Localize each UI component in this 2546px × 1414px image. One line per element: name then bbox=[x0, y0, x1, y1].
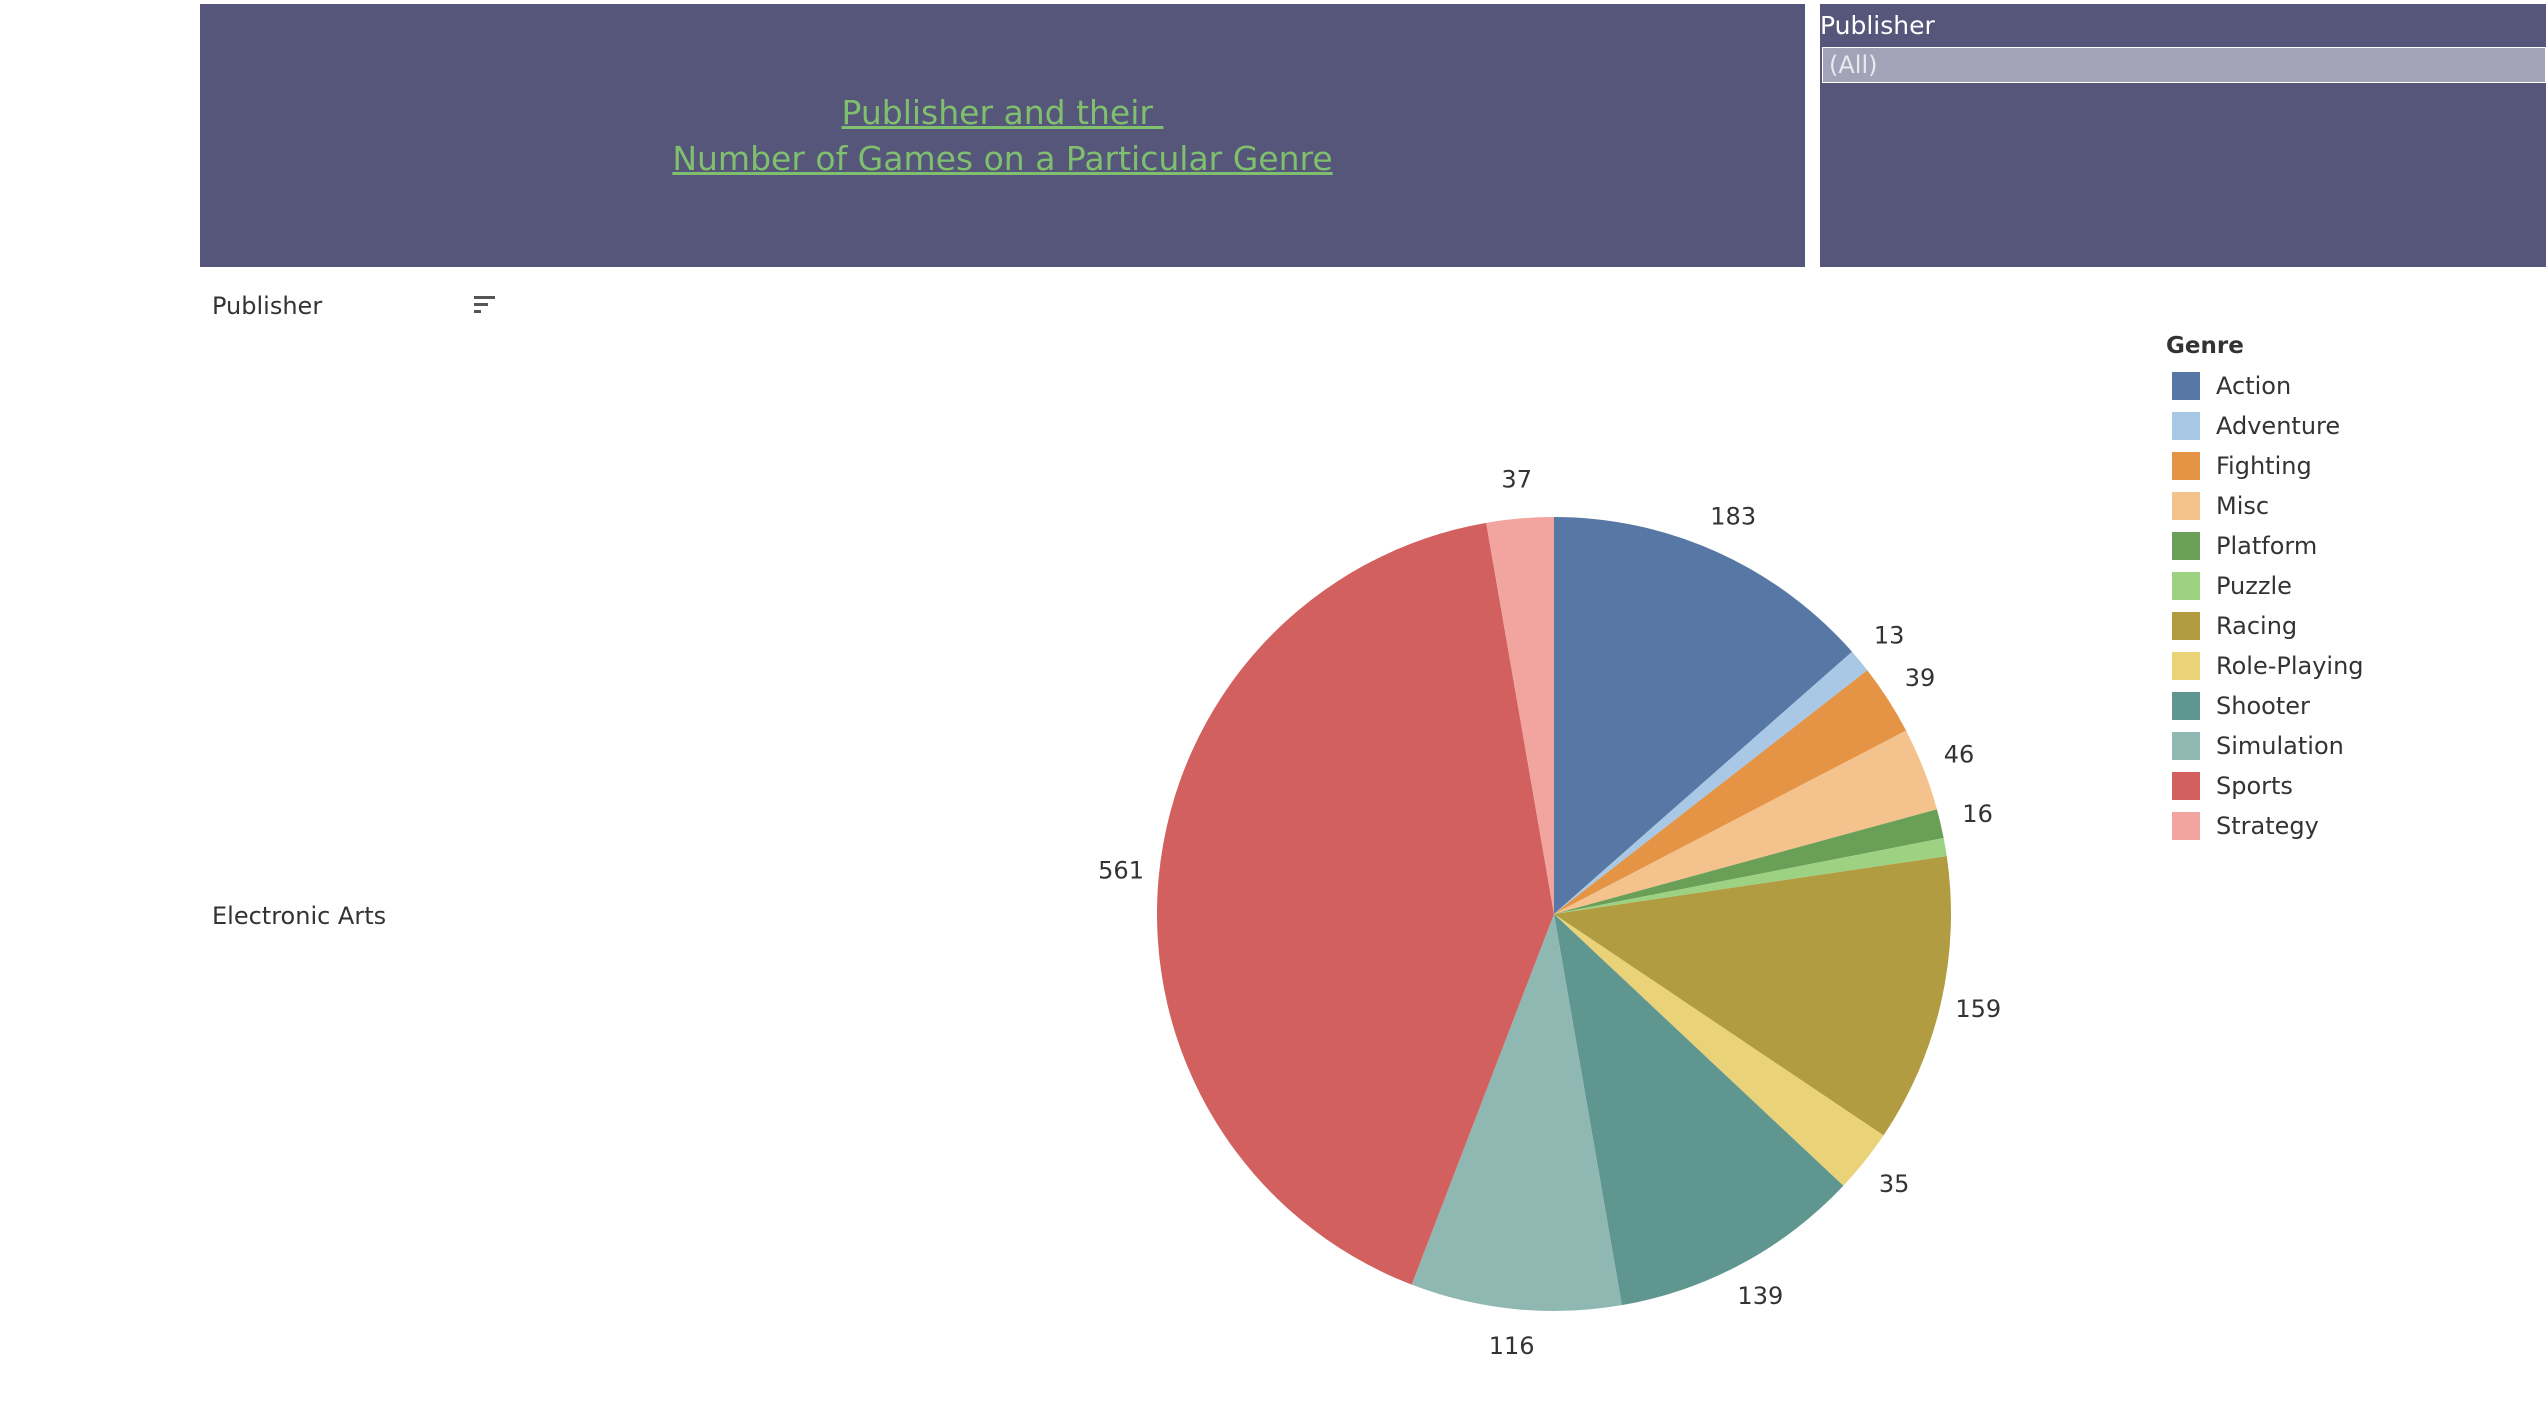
publisher-filter-panel: Publisher (All) bbox=[1820, 4, 2546, 267]
legend-item-simulation[interactable]: Simulation bbox=[2166, 726, 2546, 766]
pie-label-misc: 46 bbox=[1944, 740, 1975, 768]
pie-label-racing: 159 bbox=[1955, 995, 2001, 1023]
pie-slice-puzzle[interactable] bbox=[1554, 838, 1947, 914]
title-panel: Publisher and their Number of Games on a… bbox=[200, 4, 1805, 267]
pie-slice-shooter[interactable] bbox=[1554, 914, 1844, 1306]
pie-slice-fighting[interactable] bbox=[1554, 670, 1907, 914]
legend-item-puzzle[interactable]: Puzzle bbox=[2166, 566, 2546, 606]
pie-label-sports: 561 bbox=[1098, 857, 1144, 885]
legend-swatch bbox=[2172, 452, 2200, 480]
legend-label: Misc bbox=[2216, 492, 2270, 520]
pie-label-role-playing: 35 bbox=[1879, 1170, 1910, 1198]
legend-swatch bbox=[2172, 652, 2200, 680]
pie-slice-role-playing[interactable] bbox=[1554, 914, 1884, 1186]
pie-label-fighting: 39 bbox=[1905, 664, 1936, 692]
pie-slice-strategy[interactable] bbox=[1486, 517, 1554, 914]
legend-label: Fighting bbox=[2216, 452, 2312, 480]
publisher-row-header: Publisher bbox=[212, 292, 323, 320]
pie-slice-sports[interactable] bbox=[1156, 522, 1554, 1285]
legend-label: Simulation bbox=[2216, 732, 2344, 760]
pie-label-platform: 16 bbox=[1962, 800, 1993, 828]
pie-slice-action[interactable] bbox=[1554, 517, 1853, 914]
legend-swatch bbox=[2172, 612, 2200, 640]
legend-label: Puzzle bbox=[2216, 572, 2292, 600]
publisher-row-label: Electronic Arts bbox=[212, 902, 387, 930]
title-line-1[interactable]: Publisher and their bbox=[841, 92, 1164, 132]
legend-label: Action bbox=[2216, 372, 2292, 400]
legend-swatch bbox=[2172, 812, 2200, 840]
legend-swatch bbox=[2172, 572, 2200, 600]
pie-label-action: 183 bbox=[1710, 503, 1756, 531]
legend-item-strategy[interactable]: Strategy bbox=[2166, 806, 2546, 842]
legend-item-platform[interactable]: Platform bbox=[2166, 526, 2546, 566]
genre-legend: Genre Action Adventure Fighting Misc Platfor… bbox=[2166, 330, 2546, 842]
pie-slice-platform[interactable] bbox=[1554, 809, 1944, 914]
legend-label: Shooter bbox=[2216, 692, 2310, 720]
legend-swatch bbox=[2172, 692, 2200, 720]
pie-slice-adventure[interactable] bbox=[1554, 651, 1868, 914]
legend-label: Platform bbox=[2216, 532, 2318, 560]
legend-item-adventure[interactable]: Adventure bbox=[2166, 406, 2546, 446]
pie-label-shooter: 139 bbox=[1737, 1282, 1783, 1310]
pie-label-adventure: 13 bbox=[1874, 622, 1905, 650]
legend-label: Racing bbox=[2216, 612, 2298, 640]
legend-item-role-playing[interactable]: Role-Playing bbox=[2166, 646, 2546, 686]
legend-label: Sports bbox=[2216, 772, 2293, 800]
legend-item-shooter[interactable]: Shooter bbox=[2166, 686, 2546, 726]
legend-swatch bbox=[2172, 772, 2200, 800]
publisher-filter-dropdown[interactable]: (All) bbox=[1822, 47, 2546, 83]
publisher-filter-label: Publisher bbox=[1820, 11, 1935, 40]
legend-swatch bbox=[2172, 732, 2200, 760]
legend-title: Genre bbox=[2166, 333, 2244, 359]
legend-swatch bbox=[2172, 532, 2200, 560]
legend-label: Strategy bbox=[2216, 812, 2319, 840]
sort-descending-icon[interactable] bbox=[474, 295, 496, 315]
legend-swatch bbox=[2172, 412, 2200, 440]
pie-label-strategy: 37 bbox=[1501, 466, 1532, 494]
pie-slice-racing[interactable] bbox=[1554, 856, 1951, 1136]
legend-item-fighting[interactable]: Fighting bbox=[2166, 446, 2546, 486]
legend-item-sports[interactable]: Sports bbox=[2166, 766, 2546, 806]
legend-item-misc[interactable]: Misc bbox=[2166, 486, 2546, 526]
title-line-2[interactable]: Number of Games on a Particular Genre bbox=[672, 138, 1333, 178]
pie-slice-misc[interactable] bbox=[1554, 730, 1937, 914]
pie-slice-simulation[interactable] bbox=[1411, 914, 1622, 1311]
legend-swatch bbox=[2172, 372, 2200, 400]
legend-label: Adventure bbox=[2216, 412, 2341, 440]
pie-label-simulation: 116 bbox=[1489, 1332, 1535, 1360]
legend-label: Role-Playing bbox=[2216, 652, 2364, 680]
legend-item-racing[interactable]: Racing bbox=[2166, 606, 2546, 646]
legend-swatch bbox=[2172, 492, 2200, 520]
legend-item-action[interactable]: Action bbox=[2166, 366, 2546, 406]
